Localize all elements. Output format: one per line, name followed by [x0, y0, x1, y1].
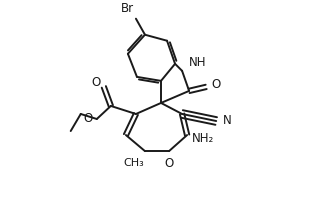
Text: O: O [91, 76, 100, 89]
Text: NH: NH [189, 56, 207, 69]
Text: O: O [83, 112, 92, 126]
Text: N: N [223, 114, 232, 127]
Text: O: O [211, 78, 221, 91]
Text: CH₃: CH₃ [124, 158, 144, 168]
Text: O: O [164, 157, 174, 170]
Text: Br: Br [121, 2, 135, 15]
Text: NH₂: NH₂ [192, 132, 214, 145]
